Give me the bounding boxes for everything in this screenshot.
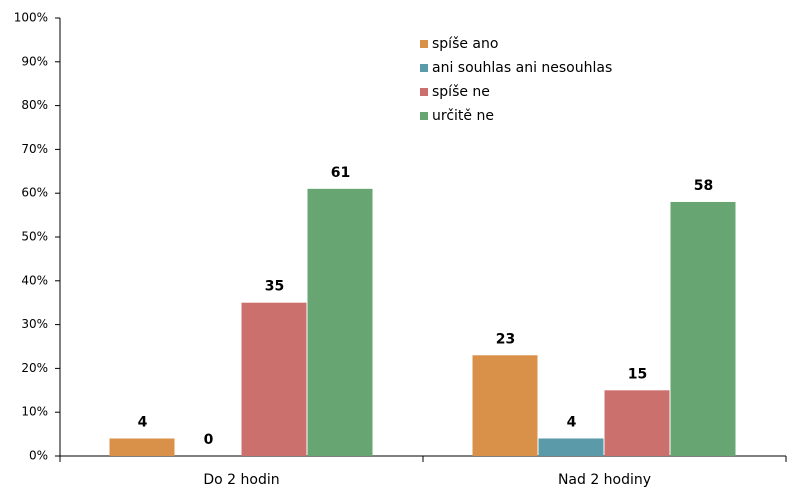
y-tick-label: 90% [21, 54, 48, 68]
legend-swatch [420, 40, 428, 48]
legend-label: určitě ne [432, 108, 494, 124]
legend-label: spíše ano [432, 36, 498, 52]
y-tick-label: 60% [21, 186, 48, 200]
bar [109, 438, 175, 456]
data-label: 0 [204, 432, 214, 448]
data-label: 61 [331, 165, 350, 181]
y-tick-label: 30% [21, 317, 48, 331]
legend-swatch [420, 112, 428, 120]
y-tick-label: 10% [21, 405, 48, 419]
y-tick-label: 0% [29, 449, 48, 463]
y-tick-label: 70% [21, 142, 48, 156]
y-tick-label: 100% [14, 11, 48, 25]
bar [241, 302, 307, 456]
bar [670, 201, 736, 456]
bar [307, 188, 373, 456]
data-label: 23 [496, 331, 515, 347]
y-tick-label: 40% [21, 273, 48, 287]
legend-swatch [420, 64, 428, 72]
y-tick-label: 20% [21, 361, 48, 375]
data-label: 4 [567, 414, 577, 430]
y-tick-label: 50% [21, 230, 48, 244]
bar [604, 390, 670, 456]
x-tick-label: Nad 2 hodiny [558, 472, 651, 488]
x-tick-label: Do 2 hodin [203, 472, 279, 488]
data-label: 35 [265, 279, 284, 295]
legend-label: ani souhlas ani nesouhlas [432, 60, 612, 76]
bar [538, 438, 604, 456]
legend-swatch [420, 88, 428, 96]
data-label: 4 [138, 414, 148, 430]
data-label: 58 [694, 178, 713, 194]
y-tick-label: 80% [21, 98, 48, 112]
bar [472, 355, 538, 456]
data-label: 15 [628, 366, 647, 382]
legend-label: spíše ne [432, 84, 490, 100]
